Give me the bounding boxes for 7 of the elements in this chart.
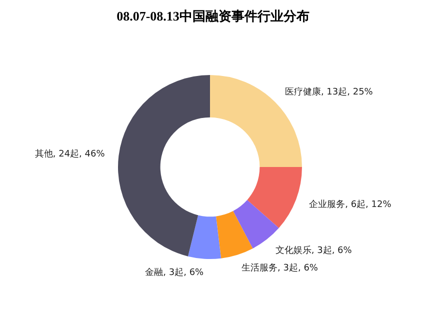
- slice-label: 金融, 3起, 6%: [145, 267, 204, 278]
- slice-label: 企业服务, 6起, 12%: [309, 198, 392, 210]
- slice-label: 生活服务, 3起, 6%: [242, 262, 318, 274]
- slice-label: 文化娱乐, 3起, 6%: [275, 244, 352, 256]
- chart-title: 08.07-08.13中国融资事件行业分布: [116, 8, 310, 24]
- slice-label: 医疗健康, 13起, 25%: [284, 86, 374, 98]
- slice-label: 其他, 24起, 46%: [34, 148, 106, 160]
